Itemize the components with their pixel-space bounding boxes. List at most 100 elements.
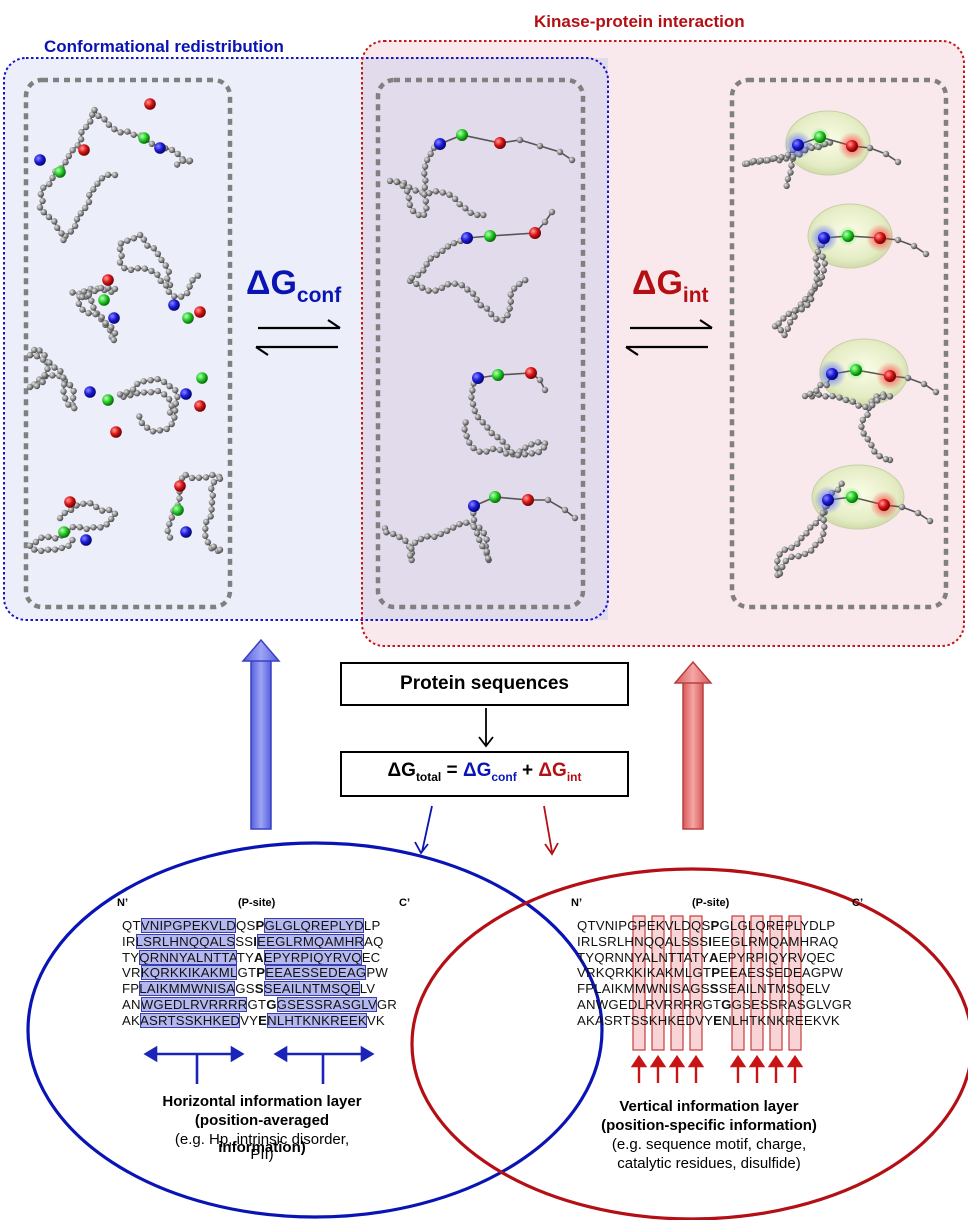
chain-bead [788,544,795,551]
chain-bead [58,230,65,237]
chain-bead [926,517,934,525]
residue-node-blue [792,139,804,151]
chain-bead [408,545,415,552]
chain-bead [413,280,420,288]
chain-bead [136,231,144,239]
chain-bead [98,507,106,514]
residue-node-blue [461,232,473,244]
chain-bead [46,180,53,188]
chain-bead [140,378,147,385]
chain-bead [432,287,439,294]
chain-bead [568,156,576,164]
chain-bead [399,182,406,189]
chain-bead [470,516,478,524]
chain-bead [791,307,799,314]
chain-bead [484,555,492,562]
chain-bead [69,536,76,544]
chain-bead [744,160,751,167]
chain-bead [121,264,128,272]
chain-bead [801,392,809,400]
chain-bead [886,393,894,400]
chain-bead [424,533,431,540]
chain-bead [177,293,185,300]
chain-bead [479,419,486,426]
chain-bead [803,530,810,537]
chain-bead [44,546,52,553]
chain-bead [541,386,549,394]
chain-bead [90,304,97,311]
chain-bead [82,204,89,212]
chain-bead [65,152,73,160]
chain-bead [421,163,429,170]
chain-bead [822,393,829,400]
vertical-layer-ellipse [410,867,968,1220]
chain-bead [202,525,209,532]
chain-bead [412,187,419,194]
chain-bead [415,211,423,219]
chain-bead [571,514,579,522]
chain-bead [76,524,84,531]
chain-bead [503,443,511,451]
alignment-row: VRKQRKKIKAKMLGTPEEAESSEDEAGPW [122,965,389,981]
chain-bead [188,474,196,482]
chain-bead [778,153,785,161]
chain-bead [807,295,815,303]
chain-bead [864,411,871,418]
chain-bead [39,356,47,363]
alignment-row: AKASRTSSKHKEDVYENLHTKNKREEKVK [577,1012,840,1028]
chain-bead [61,509,68,517]
chain-bead [60,374,67,381]
chain-bead [41,372,48,379]
chain-bead [432,188,440,195]
chain-bead [91,106,98,114]
chain-bead [85,291,93,299]
chain-bead [798,534,805,542]
chain-bead [85,198,93,206]
chain-bead [536,376,544,384]
chain-bead [166,409,174,416]
chain-bead [866,144,874,152]
alignment-row: TYQRNNYALNTTATYAEPYRPIQYRVQEC [122,949,381,965]
chain-bead [439,247,446,255]
chain-bead [874,397,881,404]
chain-bead [31,546,38,553]
residue-node-green [102,394,114,406]
chain-bead [922,250,930,258]
arrow-to-vertical [543,805,559,856]
chain-bead [427,255,434,262]
chain-bead [784,325,792,332]
chain-bead [514,452,522,459]
chain-bead [423,204,430,212]
chain-bead [402,537,409,544]
chain-bead [862,403,869,411]
residue-node-red [522,494,534,506]
ensemble-box-bound [729,77,949,610]
chain-bead [186,157,194,164]
chain-bead [914,509,922,517]
alignment-row: VRKQRKKIKAKMLGTPEEAESSEDEAGPW [577,965,843,981]
residue-node-green [850,364,862,376]
chain-bead [406,552,414,559]
chain-bead [171,407,179,414]
chain-bead [51,364,58,371]
chain-bead [425,287,432,294]
chain-bead [456,521,463,528]
residue-node-red [102,274,114,286]
chain-bead [174,393,181,401]
chain-bead [812,255,820,262]
chain-bead [60,388,67,395]
residue-node-red [194,306,206,318]
chain-bead [79,306,86,313]
chain-bead [150,245,157,252]
chain-bead [82,123,90,131]
chain-bead [813,276,820,283]
chain-bead [932,388,940,396]
alignment-row: ANWGEDLRVRRRRGTGGSESSRASGLVGR [577,996,852,1012]
chain-bead [130,235,138,242]
chain-bead [451,280,459,287]
residue-node-blue [84,386,96,398]
chain-bead [820,516,828,524]
chain-bead [420,267,427,274]
chain-bead [474,413,482,421]
chain-bead [78,129,85,136]
